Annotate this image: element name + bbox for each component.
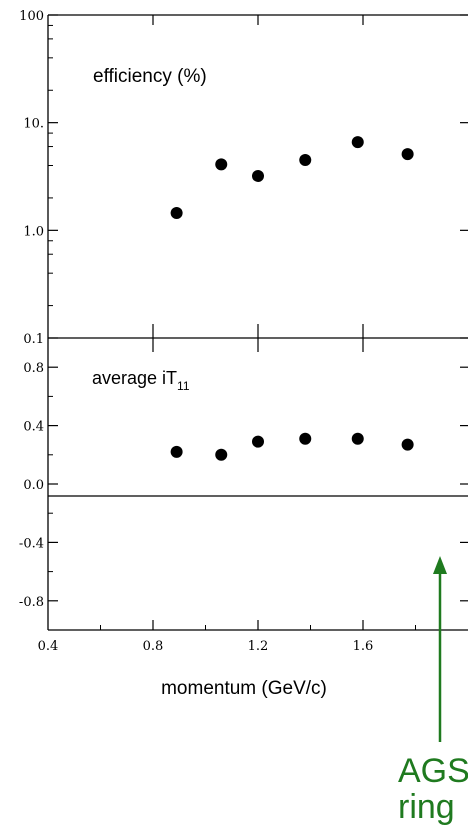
- bottom-y-tick-label: 0.0: [23, 478, 44, 493]
- top-y-ticks: 0.1 1.0 10. 100: [19, 9, 468, 347]
- top-y-tick-label: 0.1: [23, 332, 44, 347]
- top-y-tick-label: 1.0: [23, 224, 44, 239]
- ags-ring-arrow-head: [433, 556, 447, 574]
- it11-point: [401, 438, 414, 451]
- efficiency-point: [401, 148, 414, 161]
- top-data-points: [170, 136, 414, 219]
- x-tick-label: 0.8: [143, 639, 164, 654]
- x-axis-title: momentum (GeV/c): [161, 678, 327, 699]
- top-y-tick-label: 10.: [23, 117, 44, 132]
- x-tick-label: 1.2: [248, 639, 269, 654]
- bottom-panel: -0.8 -0.4 0.0 0.4 0.8 0.4 0.8 1.2 1.6 average i…: [19, 15, 468, 654]
- bottom-y-ticks: -0.8 -0.4 0.0 0.4 0.8: [19, 361, 468, 610]
- bottom-y-tick-label: 0.4: [23, 420, 44, 435]
- bottom-y-tick-label: -0.4: [19, 536, 44, 551]
- ags-label: AGS: [398, 752, 468, 790]
- it11-point: [299, 432, 312, 445]
- it11-point: [351, 432, 364, 445]
- bottom-data-points: [170, 432, 414, 461]
- average-it11-subscript: 11: [177, 379, 190, 393]
- it11-point: [215, 448, 228, 461]
- top-panel: 0.1 1.0 10. 100 efficiency (%): [19, 9, 468, 347]
- efficiency-point: [215, 158, 228, 171]
- ags-ring-annotation: AGS ring: [398, 556, 468, 826]
- bottom-y-tick-label: 0.8: [23, 361, 44, 376]
- average-it11-main: average iT: [92, 368, 177, 388]
- x-tick-label: 0.4: [38, 639, 59, 654]
- it11-point: [170, 445, 183, 458]
- efficiency-point: [170, 206, 183, 219]
- efficiency-point: [351, 136, 364, 149]
- efficiency-point: [252, 169, 264, 182]
- efficiency-label: efficiency (%): [93, 66, 207, 87]
- bottom-y-tick-label: -0.8: [19, 595, 44, 610]
- x-ticks: 0.4 0.8 1.2 1.6: [38, 15, 416, 654]
- top-y-tick-label: 100: [19, 9, 44, 24]
- it11-point: [252, 435, 264, 448]
- average-it11-label: average iT11: [92, 368, 190, 393]
- x-tick-label: 1.6: [353, 639, 374, 654]
- efficiency-point: [299, 154, 312, 167]
- ring-label: ring: [398, 788, 455, 826]
